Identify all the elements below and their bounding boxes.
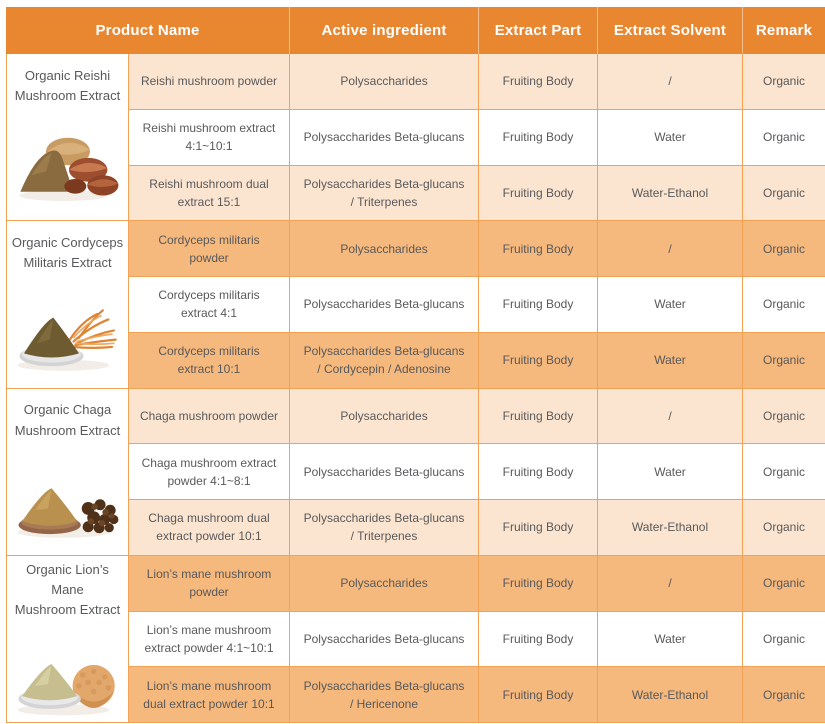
- column-header-remark: Remark: [742, 7, 825, 54]
- product-group-cell: Organic Lion’s Mane Mushroom Extract: [7, 555, 129, 723]
- extract-part-cell: Fruiting Body: [479, 54, 598, 110]
- table-header-row: Product Name Active ingredient Extract P…: [6, 7, 825, 54]
- remark-cell: Organic: [743, 555, 825, 612]
- active-ingredient-cell: Polysaccharides Beta-glucans: [290, 277, 479, 333]
- extract-solvent-cell: Water: [598, 109, 743, 166]
- remark-cell: Organic: [743, 444, 825, 500]
- cordyceps-powder-and-fibers-photo: [13, 284, 123, 376]
- product-name-cell: Lion’s mane mushroom powder: [129, 555, 290, 612]
- product-group-title: Organic Cordyceps Militaris Extract: [11, 235, 124, 271]
- remark-cell: Organic: [743, 332, 825, 389]
- extract-solvent-cell: Water: [598, 332, 743, 389]
- extract-part-cell: Fruiting Body: [479, 332, 598, 389]
- product-name-cell: Chaga mushroom powder: [129, 388, 290, 445]
- active-ingredient-cell: Polysaccharides: [290, 221, 479, 277]
- product-name-cell: Reishi mushroom dual extract 15:1: [129, 165, 290, 222]
- product-group-cell: Organic Cordyceps Militaris Extract: [7, 221, 129, 389]
- active-ingredient-cell: Polysaccharides Beta-glucans / Triterpen…: [290, 500, 479, 556]
- extract-part-cell: Fruiting Body: [479, 109, 598, 166]
- extract-part-cell: Fruiting Body: [479, 555, 598, 612]
- column-header-product-name: Product Name: [95, 22, 200, 39]
- product-group-title: Organic Lion’s Mane Mushroom Extract: [14, 562, 121, 618]
- remark-cell: Organic: [743, 277, 825, 333]
- extract-part-cell: Fruiting Body: [479, 500, 598, 556]
- remark-cell: Organic: [743, 500, 825, 556]
- column-header-extract-solvent: Extract Solvent: [597, 7, 742, 54]
- active-ingredient-cell: Polysaccharides Beta-glucans: [290, 109, 479, 166]
- extract-part-cell: Fruiting Body: [479, 165, 598, 222]
- product-name-cell: Cordyceps militaris extract 4:1: [129, 277, 290, 333]
- column-header-extract-part: Extract Part: [478, 7, 597, 54]
- extract-part-cell: Fruiting Body: [479, 277, 598, 333]
- extract-solvent-cell: Water-Ethanol: [598, 500, 743, 556]
- active-ingredient-cell: Polysaccharides Beta-glucans: [290, 444, 479, 500]
- active-ingredient-cell: Polysaccharides: [290, 555, 479, 612]
- extract-solvent-cell: Water-Ethanol: [598, 667, 743, 723]
- reishi-powder-and-mushrooms-photo: [13, 116, 123, 208]
- product-group-cell: Organic Reishi Mushroom Extract: [7, 54, 129, 222]
- table-body: Organic Reishi Mushroom Extract Reishi mu…: [6, 54, 825, 723]
- remark-cell: Organic: [743, 54, 825, 110]
- lions-mane-powder-and-mushroom-photo: [13, 631, 123, 718]
- remark-cell: Organic: [743, 611, 825, 668]
- extract-part-cell: Fruiting Body: [479, 667, 598, 723]
- active-ingredient-cell: Polysaccharides Beta-glucans / Cordycepi…: [290, 332, 479, 389]
- active-ingredient-cell: Polysaccharides Beta-glucans: [290, 611, 479, 668]
- extract-solvent-cell: Water: [598, 611, 743, 668]
- product-name-cell: Reishi mushroom extract 4:1~10:1: [129, 109, 290, 166]
- active-ingredient-cell: Polysaccharides Beta-glucans / Triterpen…: [290, 165, 479, 222]
- product-name-cell: Lion’s mane mushroom dual extract powder…: [129, 667, 290, 723]
- product-name-cell: Chaga mushroom dual extract powder 10:1: [129, 500, 290, 556]
- product-name-cell: Chaga mushroom extract powder 4:1~8:1: [129, 444, 290, 500]
- extract-solvent-cell: /: [598, 54, 743, 110]
- extract-solvent-cell: /: [598, 555, 743, 612]
- extract-part-cell: Fruiting Body: [479, 611, 598, 668]
- extract-solvent-cell: Water: [598, 277, 743, 333]
- active-ingredient-cell: Polysaccharides Beta-glucans / Hericenon…: [290, 667, 479, 723]
- product-group-title: Organic Reishi Mushroom Extract: [14, 67, 121, 104]
- remark-cell: Organic: [743, 667, 825, 723]
- product-name-cell: Cordyceps militaris powder: [129, 221, 290, 277]
- column-header-active-ingredient: Active ingredient: [289, 7, 478, 54]
- product-group-title: Organic Chaga Mushroom Extract: [14, 402, 121, 438]
- remark-cell: Organic: [743, 165, 825, 222]
- remark-cell: Organic: [743, 388, 825, 445]
- remark-cell: Organic: [743, 221, 825, 277]
- extract-part-cell: Fruiting Body: [479, 221, 598, 277]
- remark-cell: Organic: [743, 109, 825, 166]
- active-ingredient-cell: Polysaccharides: [290, 54, 479, 110]
- product-group-cell: Organic Chaga Mushroom Extract: [7, 388, 129, 556]
- extract-solvent-cell: /: [598, 388, 743, 445]
- extract-solvent-cell: Water-Ethanol: [598, 165, 743, 222]
- product-name-cell: Lion’s mane mushroom extract powder 4:1~…: [129, 611, 290, 668]
- extract-solvent-cell: Water: [598, 444, 743, 500]
- active-ingredient-cell: Polysaccharides: [290, 388, 479, 445]
- extract-part-cell: Fruiting Body: [479, 444, 598, 500]
- product-name-cell: Cordyceps militaris extract 10:1: [129, 332, 290, 389]
- extract-solvent-cell: /: [598, 221, 743, 277]
- product-name-cell: Reishi mushroom powder: [129, 54, 290, 110]
- chaga-powder-and-chunks-photo: [13, 451, 123, 543]
- extract-part-cell: Fruiting Body: [479, 388, 598, 445]
